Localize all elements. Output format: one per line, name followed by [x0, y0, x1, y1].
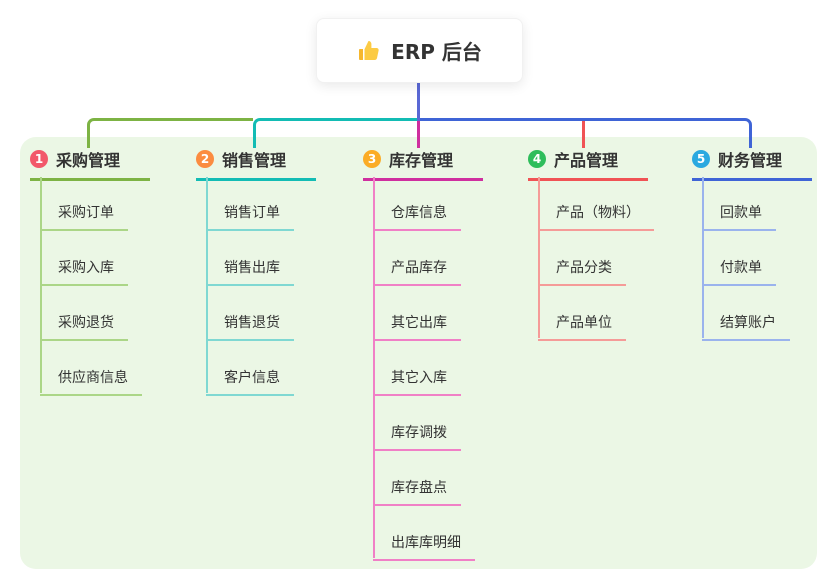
branch-header-purchase[interactable]: 1 采购管理 — [30, 147, 150, 181]
node-supplier-info[interactable]: 供应商信息 — [40, 367, 142, 396]
node-other-outbound[interactable]: 其它出库 — [373, 312, 461, 341]
branch-header-finance[interactable]: 5 财务管理 — [692, 147, 812, 181]
connector-branch1 — [87, 118, 253, 148]
connector-branch4 — [582, 121, 585, 148]
branch4-title: 产品管理 — [554, 151, 619, 170]
node-stock-transfer[interactable]: 库存调拨 — [373, 422, 461, 451]
root-stem-connector — [417, 83, 420, 121]
mindmap-panel — [20, 137, 817, 569]
node-customer-info[interactable]: 客户信息 — [206, 367, 294, 396]
branch5-number-badge: 5 — [692, 150, 710, 168]
branch2-number-badge: 2 — [196, 150, 214, 168]
node-settlement-account[interactable]: 结算账户 — [702, 312, 790, 341]
node-product-category[interactable]: 产品分类 — [538, 257, 626, 286]
branch5-title: 财务管理 — [718, 151, 783, 170]
branch-header-sales[interactable]: 2 销售管理 — [196, 147, 316, 181]
branch3-child-connector — [373, 177, 375, 558]
node-warehouse-info[interactable]: 仓库信息 — [373, 202, 461, 231]
thumbs-up-icon — [357, 39, 381, 63]
node-receipt-order[interactable]: 回款单 — [702, 202, 776, 231]
branch4-number-badge: 4 — [528, 150, 546, 168]
node-purchase-order[interactable]: 采购订单 — [40, 202, 128, 231]
branch3-number-badge: 3 — [363, 150, 381, 168]
branch1-number-badge: 1 — [30, 150, 48, 168]
node-product-material[interactable]: 产品（物料） — [538, 202, 654, 231]
root-title: ERP 后台 — [391, 40, 482, 64]
node-product-unit[interactable]: 产品单位 — [538, 312, 626, 341]
connector-branch5 — [420, 118, 752, 148]
node-payment-order[interactable]: 付款单 — [702, 257, 776, 286]
connector-branch3 — [417, 121, 420, 148]
node-purchase-inbound[interactable]: 采购入库 — [40, 257, 128, 286]
branch2-title: 销售管理 — [222, 151, 287, 170]
node-product-stock[interactable]: 产品库存 — [373, 257, 461, 286]
branch3-title: 库存管理 — [389, 151, 454, 170]
connector-branch2 — [253, 118, 417, 148]
node-stock-count[interactable]: 库存盘点 — [373, 477, 461, 506]
node-outbound-detail[interactable]: 出库库明细 — [373, 532, 475, 561]
node-purchase-return[interactable]: 采购退货 — [40, 312, 128, 341]
branch-header-inventory[interactable]: 3 库存管理 — [363, 147, 483, 181]
branch4-child-connector — [538, 177, 540, 338]
branch-header-product[interactable]: 4 产品管理 — [528, 147, 648, 181]
node-sales-order[interactable]: 销售订单 — [206, 202, 294, 231]
node-other-inbound[interactable]: 其它入库 — [373, 367, 461, 396]
branch1-title: 采购管理 — [56, 151, 121, 170]
node-sales-return[interactable]: 销售退货 — [206, 312, 294, 341]
node-sales-outbound[interactable]: 销售出库 — [206, 257, 294, 286]
root-node[interactable]: ERP 后台 — [316, 18, 523, 83]
branch5-child-connector — [702, 177, 704, 338]
